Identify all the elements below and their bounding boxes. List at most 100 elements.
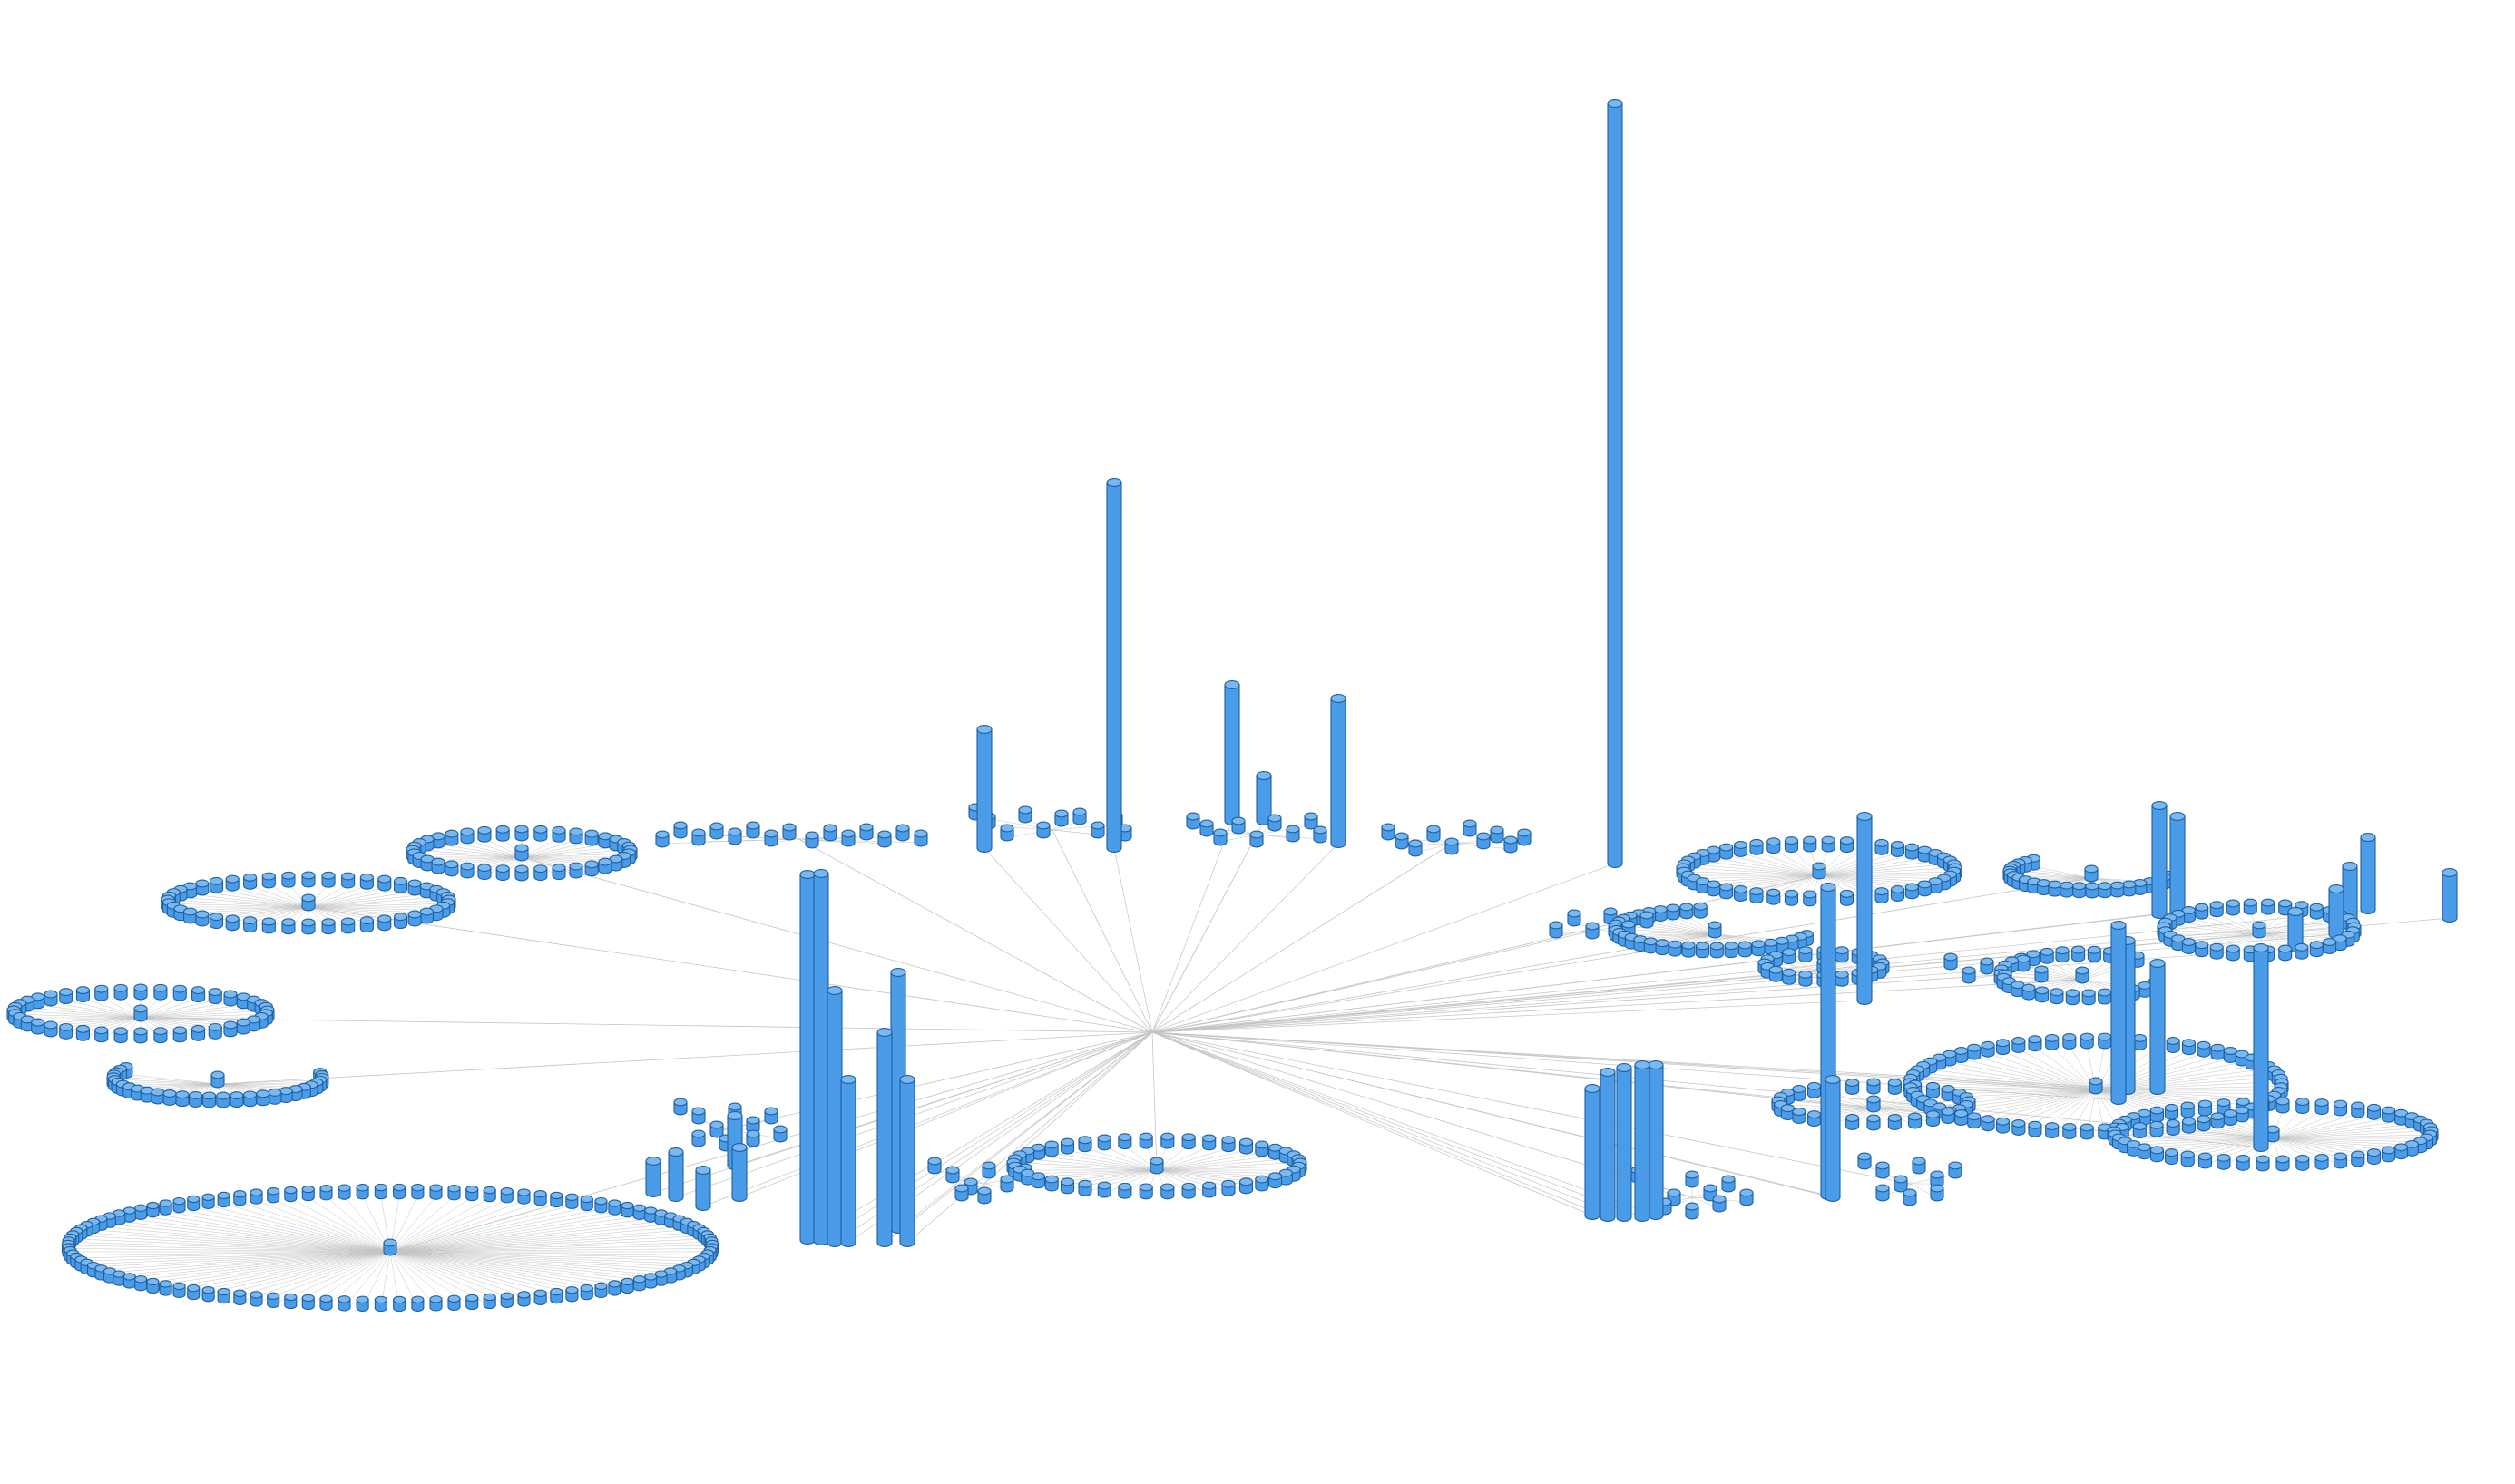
tree-node [1072, 807, 1087, 825]
bar-node [731, 1142, 748, 1202]
tree-node [1160, 1183, 1175, 1200]
tree-node [1643, 937, 1658, 954]
tree-node [1685, 1170, 1699, 1188]
tree-node [2060, 881, 2074, 898]
tree-node [2197, 1099, 2213, 1117]
edge-leaf [389, 1251, 708, 1262]
tree-node [608, 1280, 621, 1296]
edge-branch [1052, 829, 1153, 1033]
edge-leaf [73, 1242, 391, 1253]
edge-branch [725, 1031, 1153, 1130]
tree-node [2181, 938, 2196, 954]
tree-node [146, 1277, 160, 1294]
tree-node [113, 983, 128, 1001]
tree-node [407, 879, 422, 896]
edge-leaf [1067, 1149, 1158, 1171]
bar-node [1634, 1059, 1650, 1222]
tree-node [709, 822, 724, 840]
edge-leaf [308, 896, 437, 908]
tree-node [1925, 1081, 1941, 1098]
tree-node [2166, 1119, 2180, 1136]
tree-node [533, 1289, 547, 1306]
tree-node [945, 1166, 960, 1184]
edge-leaf [2201, 915, 2260, 935]
tree-node [2089, 1077, 2103, 1095]
edge-leaf [2272, 1110, 2323, 1139]
tree-node [201, 1285, 215, 1303]
tree-node [764, 829, 778, 847]
edge-leaf [389, 1196, 436, 1253]
tree-node [565, 1193, 579, 1210]
tree-node [2278, 944, 2293, 962]
tree-node [465, 1185, 479, 1202]
tree-node [341, 917, 356, 934]
tree-node [2122, 880, 2137, 897]
tree-node [2137, 1143, 2151, 1160]
tree-node [1912, 1157, 1926, 1175]
edge-leaf [1156, 1147, 1229, 1171]
edge-leaf [109, 1224, 391, 1253]
tree-node [1639, 911, 1654, 929]
edge-leaf [2272, 1120, 2402, 1139]
tree-node [1031, 1143, 1046, 1160]
tree-node [2075, 966, 2089, 984]
tree-node [1707, 880, 1721, 897]
edge-leaf [2051, 1046, 2097, 1091]
tree-node [191, 986, 206, 1003]
bar-node [827, 985, 843, 1247]
edge-leaf [389, 1201, 541, 1253]
tree-node [877, 830, 892, 848]
edge-leaf [389, 1196, 473, 1253]
tree-node [1719, 843, 1734, 860]
tree-node [208, 988, 222, 1005]
edge-branch [1151, 933, 1716, 1033]
tree-node [2210, 1112, 2225, 1129]
edge-branch [1151, 911, 2178, 1033]
tree-node [2275, 1097, 2290, 1114]
tree-node [2209, 942, 2224, 960]
tree-node [2275, 1155, 2290, 1172]
edge-leaf [1818, 867, 1951, 876]
edge-leaf [125, 1074, 219, 1085]
tree-node [217, 1287, 230, 1304]
node-layer [6, 98, 2458, 1313]
edge-leaf [2272, 1118, 2389, 1139]
tree-node [483, 1293, 496, 1310]
edge-leaf [1818, 871, 1954, 876]
edge-leaf [119, 1221, 391, 1253]
tree-node [356, 1184, 369, 1200]
tree-node [2195, 903, 2209, 920]
edge-leaf [389, 1205, 572, 1253]
tree-node [1917, 880, 1932, 897]
tree-node [134, 1204, 148, 1220]
edge-leaf [389, 1251, 704, 1265]
bar-node [799, 869, 816, 1245]
tree-node [1967, 1112, 1982, 1129]
tree-node [393, 913, 408, 930]
edge-branch [702, 1031, 1153, 1207]
edge-leaf [389, 1251, 710, 1259]
tree-node [1078, 1136, 1092, 1153]
edge-leaf [2272, 1124, 2412, 1139]
tree-node [2252, 921, 2266, 939]
tree-node [172, 1026, 187, 1043]
tree-node [1060, 1137, 1075, 1155]
tree-node [338, 1184, 351, 1200]
tree-node [1866, 1114, 1881, 1131]
tree-node [1782, 948, 1796, 965]
bar-node [1607, 98, 1623, 868]
tree-node [284, 1186, 298, 1203]
tree-node [195, 879, 210, 896]
edge-branch [1151, 863, 1616, 1033]
edge-leaf [1104, 1169, 1158, 1195]
edge-leaf [2217, 913, 2260, 935]
tree-node [122, 1206, 136, 1223]
tree-node [1036, 821, 1051, 839]
edge-leaf [1156, 1152, 1262, 1171]
tree-node [1044, 1175, 1059, 1192]
edge-leaf [256, 1200, 391, 1253]
tree-node [1941, 1107, 1955, 1124]
tree-node [225, 914, 240, 932]
edge-branch [1151, 1031, 1657, 1216]
edge-branch [1151, 920, 2351, 1033]
